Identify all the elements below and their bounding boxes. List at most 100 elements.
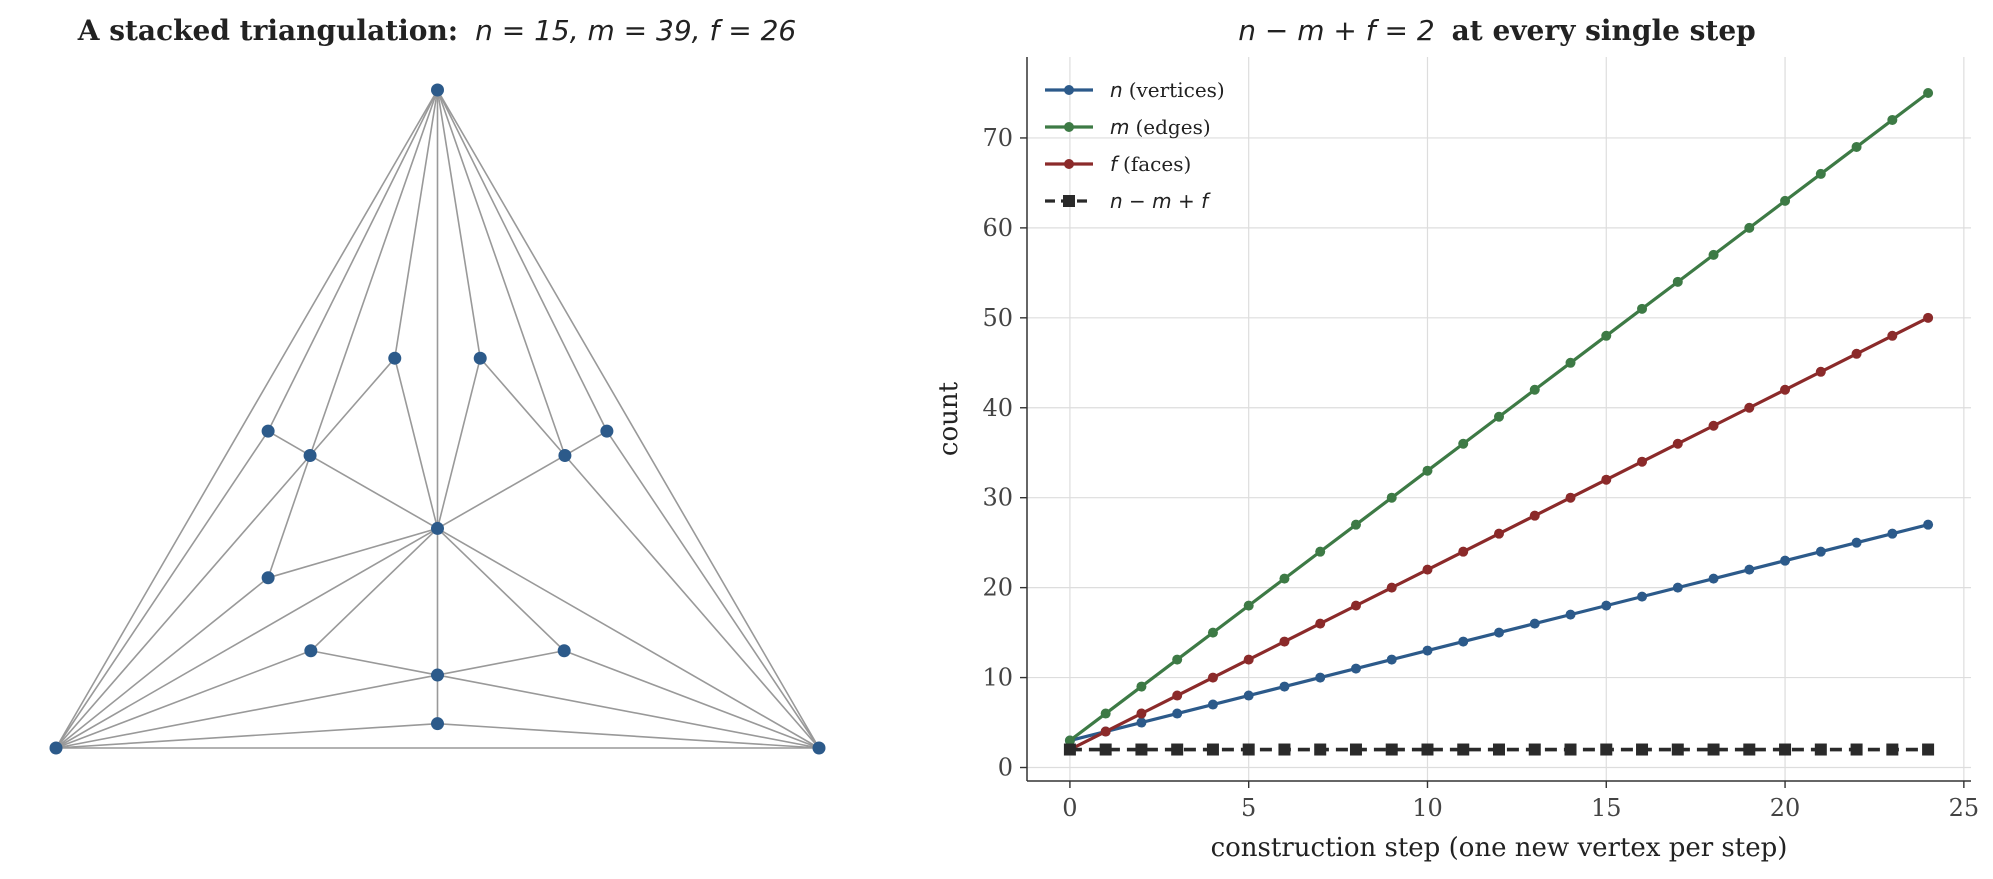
- x-axis-label: construction step (one new vertex per st…: [1211, 833, 1788, 863]
- graph-edge: [55, 722, 438, 749]
- series-point: [1780, 195, 1791, 206]
- series-point: [1386, 582, 1397, 593]
- graph-nodes: [49, 83, 826, 755]
- y-tick-label: 40: [982, 394, 1013, 422]
- right-chart-title: n − m + f = 2 at every single step: [1238, 14, 1756, 47]
- series-point: [1386, 654, 1397, 665]
- graph-node: [388, 351, 402, 365]
- series-point: [1458, 636, 1469, 647]
- legend-marker: [1064, 85, 1074, 95]
- graph-node: [261, 424, 275, 438]
- series-point: [1422, 564, 1433, 575]
- graph-edge: [310, 527, 439, 652]
- series-point: [1887, 528, 1898, 539]
- graph-node: [812, 741, 826, 755]
- graph-edge: [267, 89, 439, 432]
- series-point: [1672, 582, 1683, 593]
- graph-edge: [564, 454, 820, 749]
- graph-edge: [437, 722, 820, 749]
- series-point: [1386, 492, 1397, 503]
- y-tick-label: 50: [982, 304, 1013, 332]
- series-point: [1744, 222, 1755, 233]
- series-point: [1672, 438, 1683, 449]
- right-title-bold: at every single step: [1452, 14, 1756, 47]
- graph-edge: [55, 89, 439, 749]
- y-tick-label: 10: [982, 664, 1013, 692]
- series-point: [1744, 402, 1755, 413]
- series-point: [1744, 564, 1755, 575]
- graph-edge: [393, 89, 439, 359]
- y-axis-label: count: [934, 381, 964, 456]
- series-point: [1886, 743, 1899, 756]
- graph-node: [431, 521, 444, 535]
- series-point: [1851, 141, 1862, 152]
- legend: n (vertices) m (edges) f (faces) n − m + f: [1045, 78, 1225, 213]
- series-point: [1922, 743, 1935, 756]
- graph-node: [431, 668, 444, 682]
- series-point: [1779, 743, 1792, 756]
- series-point: [1063, 743, 1076, 756]
- graph-node: [49, 741, 63, 755]
- graph-edge: [267, 455, 311, 579]
- series-point: [1780, 555, 1791, 566]
- series-point: [1136, 708, 1147, 719]
- series-point: [1385, 743, 1398, 756]
- series-point: [1600, 743, 1613, 756]
- series-point: [1637, 591, 1648, 602]
- series-point: [1923, 519, 1934, 530]
- graph-edge: [267, 430, 311, 457]
- graph-edge: [437, 454, 566, 530]
- graph-node: [303, 448, 317, 462]
- x-tick-label: 25: [1949, 794, 1980, 822]
- graph-node: [431, 717, 444, 731]
- series-point: [1493, 743, 1505, 756]
- series-point: [1422, 645, 1433, 656]
- series-point: [1708, 573, 1719, 584]
- graph-edge: [309, 454, 438, 530]
- graph-edge: [437, 674, 820, 749]
- graph-edge: [436, 89, 820, 749]
- series-point: [1243, 654, 1254, 665]
- graph-node: [600, 424, 614, 438]
- series-point: [1672, 276, 1683, 287]
- series-point: [1172, 654, 1183, 665]
- graph-edge: [267, 527, 438, 579]
- series-point: [1350, 519, 1361, 530]
- legend-label: m (edges): [1110, 115, 1211, 139]
- series-point: [1172, 708, 1183, 719]
- legend-marker: [1063, 195, 1075, 207]
- series-point: [1494, 411, 1504, 422]
- series-point: [1100, 708, 1111, 719]
- y-tick-label: 70: [982, 124, 1013, 152]
- left-title-math: n = 15, m = 39, f = 26: [475, 14, 796, 47]
- series-point: [1601, 330, 1612, 341]
- x-tick-label: 15: [1591, 794, 1622, 822]
- graph-edge: [437, 649, 565, 676]
- series-point: [1743, 743, 1756, 756]
- series-point: [1601, 600, 1612, 611]
- graph-node: [473, 351, 487, 365]
- series-point: [1528, 743, 1541, 756]
- x-tick-label: 10: [1412, 794, 1443, 822]
- series-point: [1206, 743, 1219, 756]
- graph-edge: [55, 527, 438, 749]
- graph-edge: [564, 430, 608, 457]
- graph-edge: [55, 649, 312, 749]
- series-point: [1242, 743, 1255, 756]
- series-point: [1887, 114, 1898, 125]
- series-point: [1171, 743, 1184, 756]
- series-point: [1529, 510, 1540, 521]
- series-point: [1136, 681, 1147, 692]
- graph-edge: [436, 527, 565, 652]
- series-point: [1851, 348, 1862, 359]
- series-point: [1207, 627, 1218, 638]
- series-point: [1601, 474, 1612, 485]
- graph-edge: [309, 357, 396, 456]
- series-point: [1278, 743, 1291, 756]
- series-point: [1637, 303, 1648, 314]
- left-title-bold: A stacked triangulation:: [77, 14, 458, 47]
- x-tick-label: 0: [1062, 794, 1077, 822]
- series-point: [1529, 384, 1540, 395]
- series-point: [1708, 249, 1719, 260]
